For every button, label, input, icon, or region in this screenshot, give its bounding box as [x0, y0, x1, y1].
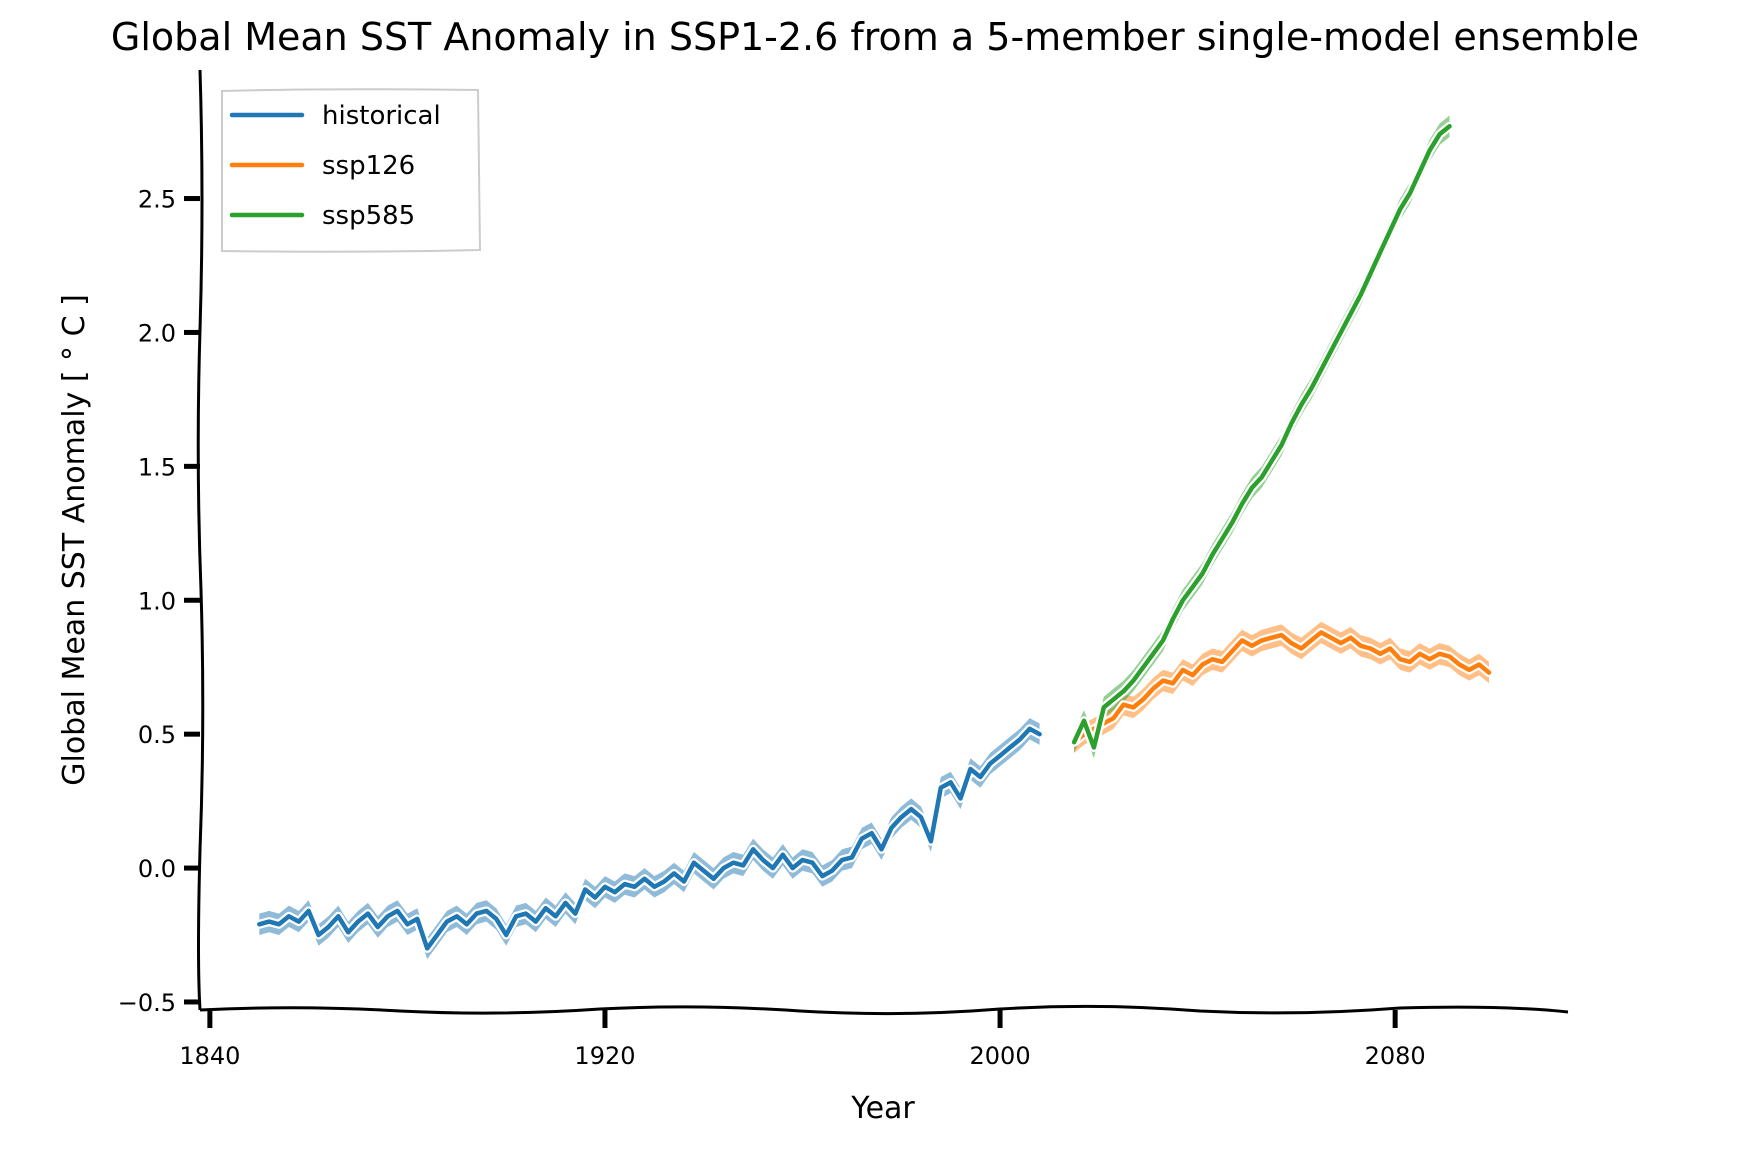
y-tick-label: 2.5: [138, 186, 176, 214]
chart-title: Global Mean SST Anomaly in SSP1-2.6 from…: [111, 15, 1639, 59]
ssp585-line: [1071, 123, 1452, 750]
x-tick-label: 1840: [179, 1042, 240, 1070]
ssp585-legend-label: ssp585: [322, 201, 415, 231]
x-tick-label: 2080: [1365, 1042, 1426, 1070]
ssp126-line: [1071, 630, 1492, 745]
ssp126-legend-label: ssp126: [322, 151, 415, 181]
y-tick-label: 0.0: [138, 855, 176, 883]
y-tick-label: −0.5: [118, 989, 176, 1017]
x-axis-ticks: 1840 1920 2000 2080: [179, 1010, 1426, 1070]
y-tick-label: 1.5: [138, 453, 176, 481]
legend-items: historical ssp126 ssp585: [229, 101, 441, 231]
plot-area: [254, 115, 1494, 960]
legend: historical ssp126 ssp585: [221, 88, 482, 253]
y-axis-line: [196, 69, 205, 1011]
legend-frame: [221, 88, 482, 253]
series-lines: [254, 121, 1494, 953]
x-tick-label: 2000: [970, 1042, 1031, 1070]
x-tick-label: 1920: [574, 1042, 635, 1070]
historical-legend-label: historical: [322, 101, 441, 131]
x-axis-label: Year: [850, 1091, 915, 1126]
y-tick-label: 0.5: [138, 721, 176, 749]
y-tick-label: 1.0: [138, 587, 176, 615]
historical-line: [257, 726, 1042, 951]
x-axis-line: [199, 1004, 1569, 1016]
y-axis-ticks: −0.5 0.0 0.5 1.0 1.5 2.0 2.5: [118, 186, 200, 1017]
y-tick-label: 2.0: [138, 319, 176, 347]
y-axis-label: Global Mean SST Anomaly [ ° C ]: [57, 294, 92, 786]
